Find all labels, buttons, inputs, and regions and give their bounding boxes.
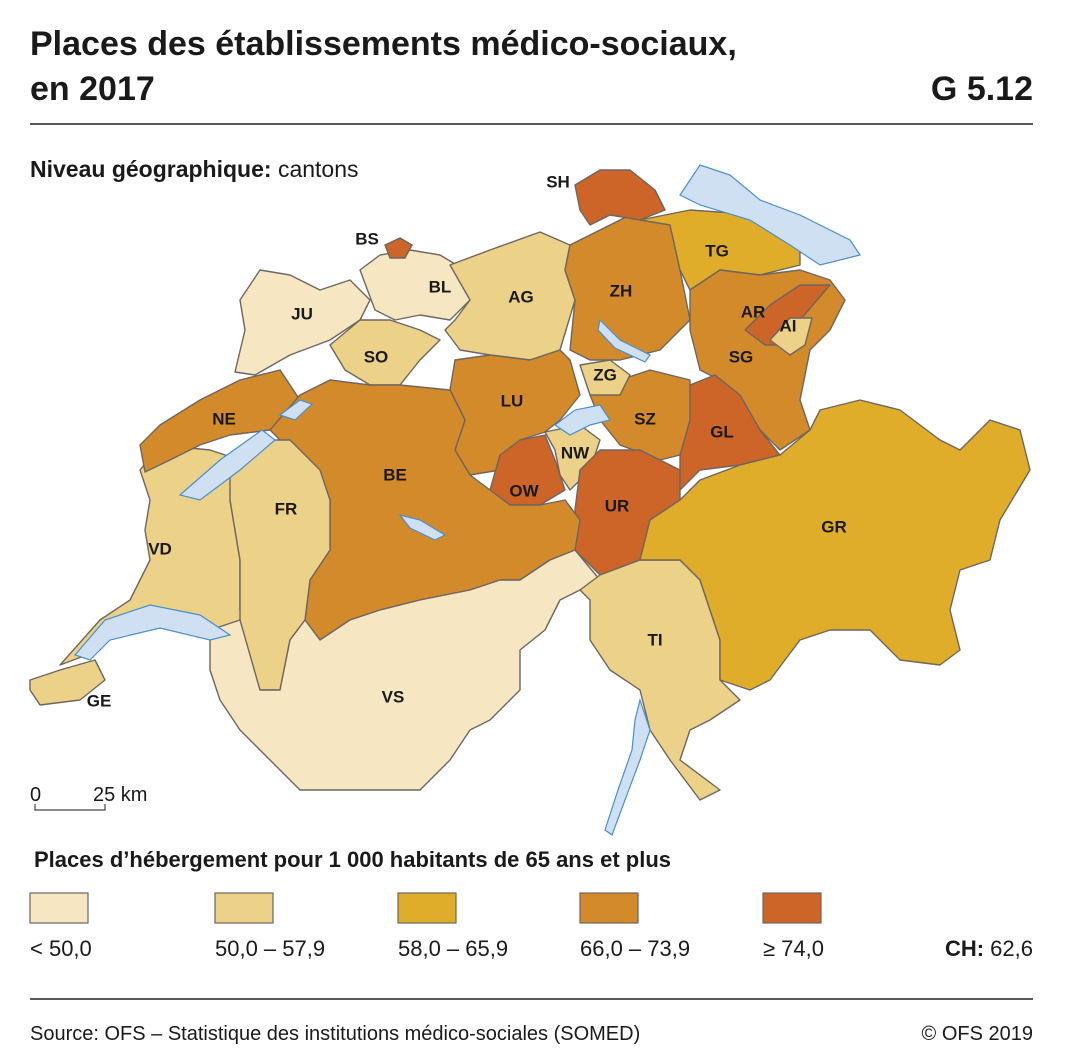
copyright: © OFS 2019 (922, 1023, 1033, 1045)
canton-label: SZ (634, 409, 656, 428)
title-line: Places des établissements médico-sociaux… (30, 25, 737, 63)
canton: OW (489, 434, 566, 506)
canton-shape (574, 169, 666, 226)
canton-label: SH (546, 172, 570, 191)
canton-label: ZG (593, 365, 617, 384)
canton-label: NW (561, 443, 590, 462)
canton-shape (579, 359, 631, 396)
canton-label: JU (291, 304, 313, 323)
canton-label: VS (382, 687, 405, 706)
canton-shape (234, 269, 371, 376)
legend-title: Places d’hébergement pour 1 000 habitant… (34, 847, 671, 872)
canton-label: GE (87, 691, 112, 710)
canton-shape (29, 659, 106, 706)
lake (604, 697, 651, 836)
canton-shape (744, 284, 831, 346)
legend-swatch (762, 892, 822, 924)
canton-label: AI (780, 316, 797, 335)
legend-label: 66,0 – 73,9 (580, 936, 690, 961)
scale-bar (34, 804, 106, 811)
canton-label: SO (364, 347, 389, 366)
canton-label: TI (647, 630, 662, 649)
scale-end: 25 km (93, 784, 147, 806)
lake (553, 404, 611, 436)
title-line: en 2017 (30, 70, 155, 108)
lake (398, 513, 447, 541)
canton: SO (329, 319, 441, 386)
canton: AG (444, 231, 576, 361)
lake (178, 429, 276, 501)
canton-label: TG (705, 241, 729, 260)
geo-level: Niveau géographique: cantons (30, 156, 359, 182)
canton-shape (329, 319, 441, 386)
canton-label: NE (212, 409, 236, 428)
canton-label: BS (355, 229, 379, 248)
canton-label: VD (148, 539, 172, 558)
lake (679, 164, 861, 266)
legend: < 50,0 50,0 – 57,9 58,0 – 65,9 66,0 – 73,9 ≥… (29, 892, 824, 961)
canton-shape (769, 317, 813, 356)
canton: AI (769, 316, 813, 356)
canton-shape (384, 237, 413, 259)
canton-label: SG (729, 347, 754, 366)
canton-shape (639, 399, 1031, 691)
map: GE VD NE JU BL BS SO AG ZH SH TG SG AR A… (29, 164, 1031, 836)
geo-level-label: Niveau géographique: (30, 156, 272, 182)
canton-label: GR (821, 517, 847, 536)
canton-label: BE (383, 465, 407, 484)
canton-label: OW (509, 481, 539, 500)
canton: GR (639, 399, 1031, 691)
legend-swatch (579, 892, 639, 924)
national-number: 62,6 (990, 936, 1033, 961)
canton: GE (29, 659, 112, 710)
geo-level-value: cantons (278, 156, 359, 182)
legend-swatch (397, 892, 457, 924)
canton-label: LU (501, 391, 524, 410)
canton: ZG (579, 359, 631, 396)
canton: SH (546, 169, 666, 226)
canton: JU (234, 269, 371, 376)
legend-label: 50,0 – 57,9 (215, 936, 325, 961)
legend-label: < 50,0 (30, 936, 92, 961)
canton-label: GL (710, 422, 734, 441)
canton-label: ZH (610, 281, 633, 300)
chart-code: G 5.12 (931, 70, 1033, 108)
legend-swatch (214, 892, 274, 924)
legend-label: ≥ 74,0 (763, 936, 824, 961)
scale-start: 0 (30, 784, 41, 806)
legend-swatch (29, 892, 89, 924)
legend-label: 58,0 – 65,9 (398, 936, 508, 961)
lake (73, 604, 232, 661)
canton-label: BL (429, 277, 452, 296)
canton-label: FR (275, 499, 298, 518)
national-label: CH: (945, 936, 984, 961)
lake (597, 318, 651, 363)
lake (278, 399, 314, 421)
canton-label: AG (508, 287, 534, 306)
canton: AR (741, 284, 831, 346)
canton: BS (355, 229, 413, 259)
canton-shape (359, 249, 471, 321)
national-value: CH: 62,6 (945, 936, 1033, 961)
source: Source: OFS – Statistique des institutio… (30, 1023, 640, 1045)
canton: BL (359, 249, 471, 321)
canton-label: UR (605, 496, 630, 515)
canton: ZH (564, 214, 691, 361)
canton-label: AR (741, 302, 766, 321)
